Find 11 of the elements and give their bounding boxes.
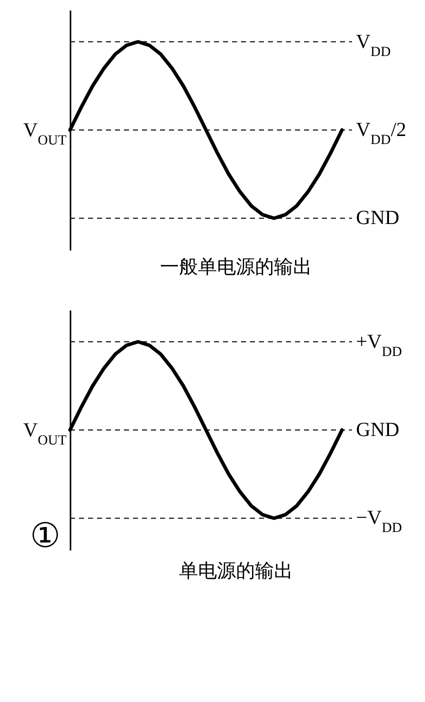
ref-line-label: GND [356, 207, 400, 230]
ref-line-label: GND [356, 419, 400, 441]
text: 一般单电源的输出 [160, 256, 312, 278]
text: 单电源的输出 [179, 560, 293, 582]
y-axis-title: V$_{OUT}$ [23, 120, 67, 148]
ref-line-label: V$_{DD}$/2 [356, 119, 406, 148]
ref-line-label: −V$_{DD}$ [356, 507, 402, 536]
text: ① [30, 518, 60, 555]
ref-line-label: V$_{DD}$ [356, 30, 391, 60]
ref-line-label: +V$_{DD}$ [356, 330, 402, 360]
y-axis-title: V$_{OUT}$ [23, 420, 67, 448]
